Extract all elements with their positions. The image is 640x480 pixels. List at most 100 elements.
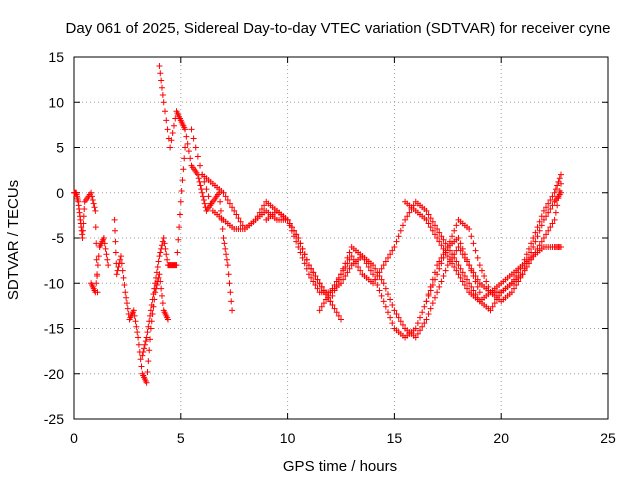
data-point xyxy=(164,316,171,323)
data-point-interp xyxy=(93,240,100,247)
data-point xyxy=(130,307,137,314)
data-point-interp xyxy=(170,122,177,129)
data-point-interp xyxy=(81,206,88,213)
data-point xyxy=(423,207,430,214)
data-point-interp xyxy=(442,249,449,256)
data-point-interp xyxy=(138,363,145,370)
data-point-interp xyxy=(438,242,445,249)
data-point-interp xyxy=(112,249,119,256)
data-point xyxy=(338,271,344,278)
data-point-interp xyxy=(440,236,447,243)
y-tick-label: -25 xyxy=(44,411,64,427)
data-point-interp xyxy=(104,256,111,263)
data-point xyxy=(105,262,112,269)
data-point-interp xyxy=(528,240,535,247)
data-point-interp xyxy=(399,321,406,328)
data-point-interp xyxy=(525,245,532,252)
data-point-interp xyxy=(119,267,126,274)
data-point xyxy=(558,189,565,196)
data-point-interp xyxy=(301,251,308,258)
data-point-interp xyxy=(453,267,460,274)
y-tick-label: -20 xyxy=(44,366,64,382)
data-point-interp xyxy=(181,155,188,162)
data-point-interp xyxy=(536,227,543,234)
data-point-interp xyxy=(91,204,98,211)
data-point-interp xyxy=(303,256,310,263)
data-point-interp xyxy=(308,274,315,281)
data-point xyxy=(530,244,537,251)
data-point-interp xyxy=(414,330,421,337)
data-point-interp xyxy=(159,84,166,91)
data-point xyxy=(380,262,387,269)
data-point-interp xyxy=(157,249,164,256)
data-point-interp xyxy=(93,280,100,287)
data-point-interp xyxy=(451,263,458,270)
data-point-interp xyxy=(459,278,466,285)
data-point-interp xyxy=(363,260,370,267)
data-point-interp xyxy=(545,209,552,216)
data-point-interp xyxy=(431,276,438,283)
data-point-interp xyxy=(114,267,121,274)
data-point-interp xyxy=(523,260,530,267)
data-point-interp xyxy=(297,249,304,256)
data-point-interp xyxy=(95,253,102,260)
data-point-interp xyxy=(131,312,138,319)
data-point-interp xyxy=(427,215,434,222)
data-point xyxy=(540,207,547,214)
data-point-interp xyxy=(389,247,396,254)
data-point-interp xyxy=(261,202,268,209)
data-point-interp xyxy=(431,294,438,301)
data-point-interp xyxy=(399,222,406,229)
data-point xyxy=(455,235,462,241)
data-point-interp xyxy=(459,245,466,252)
data-point xyxy=(558,180,565,187)
data-point-interp xyxy=(425,220,432,227)
data-point-interp xyxy=(80,220,87,227)
data-point-interp xyxy=(145,323,152,330)
data-point xyxy=(100,235,107,241)
chart-title: Day 061 of 2025, Sidereal Day-to-day VTE… xyxy=(66,20,611,37)
data-point-interp xyxy=(536,218,543,225)
data-point-interp xyxy=(387,296,394,303)
data-point-interp xyxy=(331,305,338,312)
data-point-interp xyxy=(344,260,351,267)
data-point-interp xyxy=(310,278,317,285)
data-point xyxy=(111,216,118,223)
data-point-interp xyxy=(372,265,379,272)
data-point-interp xyxy=(547,196,554,203)
data-point-interp xyxy=(352,260,359,267)
data-point-interp xyxy=(350,256,357,263)
data-point-interp xyxy=(176,211,183,218)
data-point-interp xyxy=(201,178,208,185)
data-point-interp xyxy=(123,294,130,301)
data-point-interp xyxy=(355,263,362,270)
data-point xyxy=(231,207,238,214)
data-point-interp xyxy=(335,312,342,319)
data-point-interp xyxy=(175,236,182,243)
data-point-interp xyxy=(145,358,152,365)
data-point-interp xyxy=(115,263,122,270)
data-point-interp xyxy=(140,349,147,356)
data-point xyxy=(117,253,124,260)
data-point-interp xyxy=(179,177,186,184)
data-point xyxy=(423,216,430,223)
data-point xyxy=(434,225,441,232)
data-point-interp xyxy=(397,318,404,325)
data-point xyxy=(466,225,473,232)
data-point xyxy=(139,352,146,359)
data-point-interp xyxy=(427,305,434,312)
data-point-interp xyxy=(222,193,229,200)
data-point-interp xyxy=(382,258,389,265)
data-point-interp xyxy=(293,238,300,245)
data-point-interp xyxy=(534,233,541,240)
data-point-interp xyxy=(429,227,436,234)
data-point-interp xyxy=(195,175,202,182)
data-point-interp xyxy=(417,327,424,334)
data-point-interp xyxy=(417,314,424,321)
data-point xyxy=(412,325,419,332)
data-point-interp xyxy=(223,256,230,263)
data-point xyxy=(147,307,154,314)
data-point-interp xyxy=(102,245,109,252)
data-point xyxy=(220,189,227,196)
data-point xyxy=(551,189,558,196)
